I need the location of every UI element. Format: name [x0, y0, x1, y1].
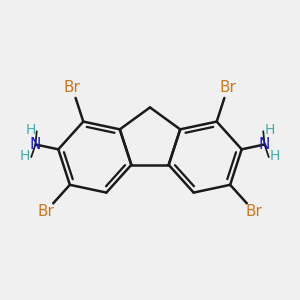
Text: Br: Br [38, 204, 54, 219]
Text: H: H [20, 149, 30, 163]
Text: N: N [259, 137, 270, 152]
Text: N: N [30, 137, 41, 152]
Text: H: H [270, 149, 280, 163]
Text: H: H [26, 123, 36, 137]
Text: Br: Br [64, 80, 81, 95]
Text: Br: Br [219, 80, 236, 95]
Text: Br: Br [246, 204, 262, 219]
Text: H: H [264, 123, 274, 137]
